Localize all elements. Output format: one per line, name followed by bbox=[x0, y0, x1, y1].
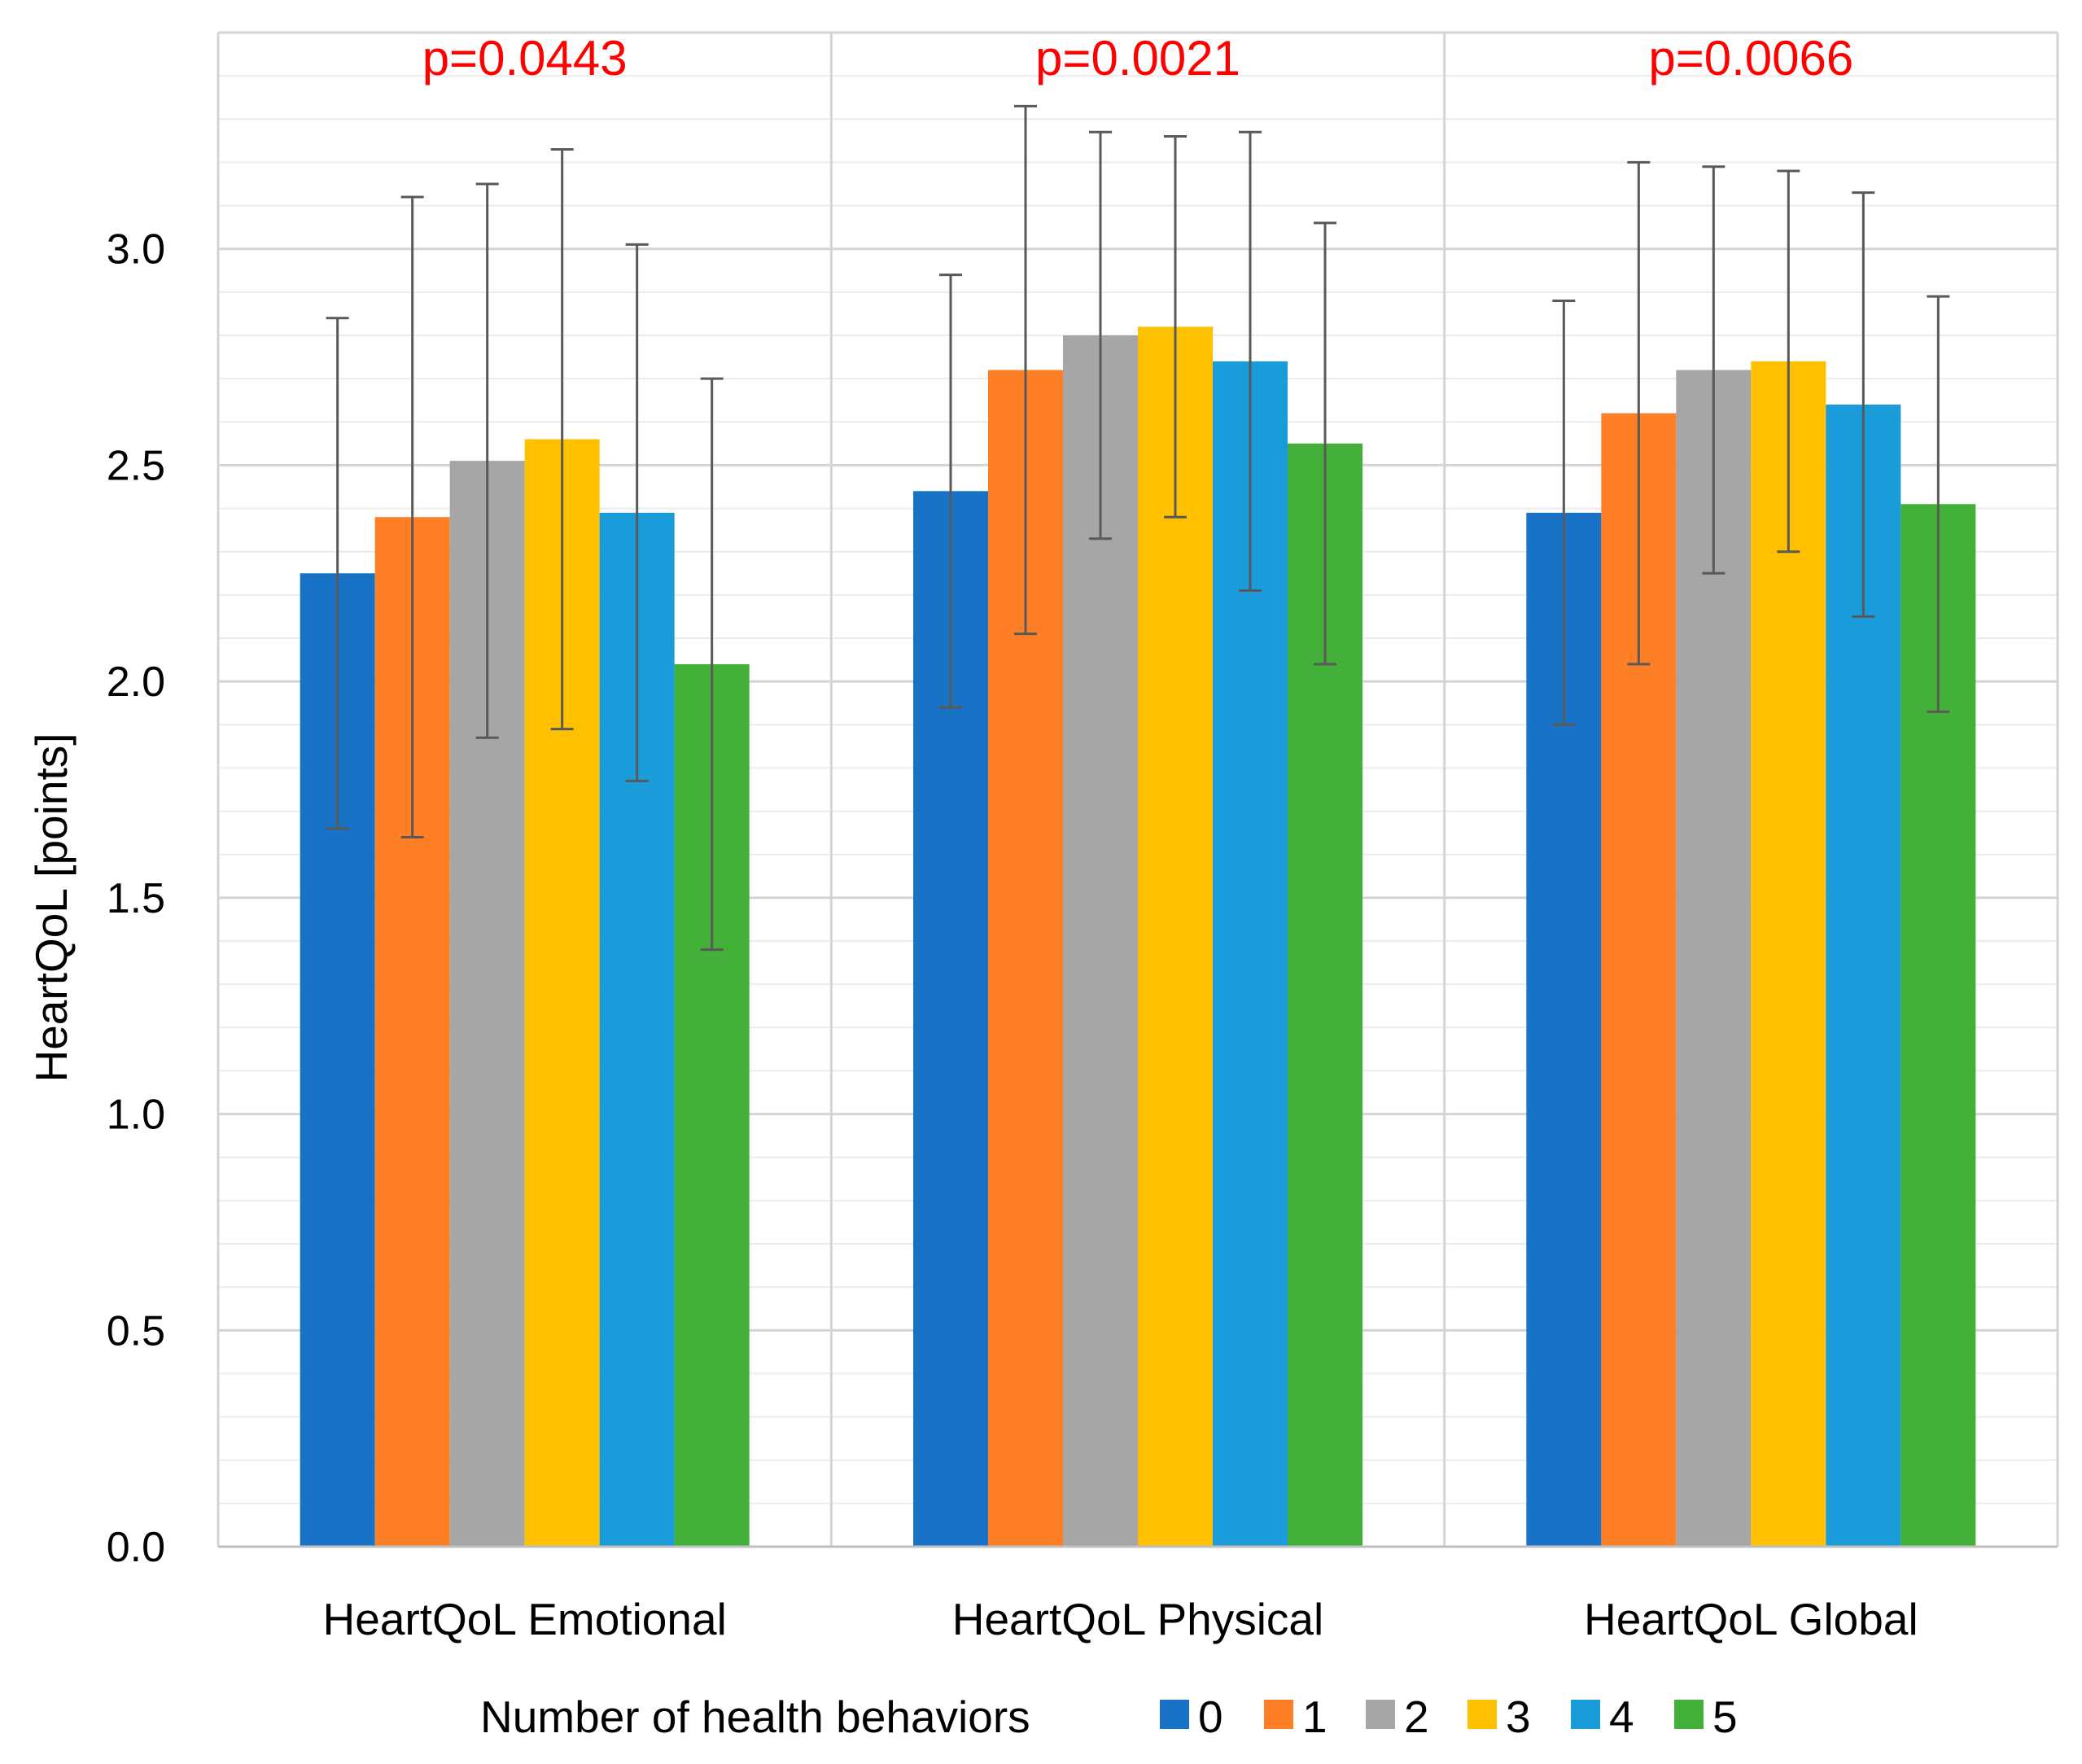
x-category-label: HeartQoL Emotional bbox=[323, 1594, 727, 1644]
p-value-label: p=0.0443 bbox=[422, 31, 628, 85]
category-separators bbox=[829, 33, 1446, 1547]
y-axis-title: HeartQoL [points] bbox=[26, 733, 77, 1082]
y-tick-label: 3.0 bbox=[107, 226, 165, 274]
legend-label-5: 5 bbox=[1712, 1692, 1738, 1742]
legend-label-0: 0 bbox=[1198, 1692, 1223, 1742]
y-tick-label: 1.0 bbox=[107, 1092, 165, 1139]
p-value-label: p=0.0021 bbox=[1035, 31, 1240, 85]
y-axis-ticks: 0.0 0.5 1.0 1.5 2.0 2.5 3.0 bbox=[107, 226, 165, 1571]
bar-3-3 bbox=[1751, 361, 1826, 1547]
x-category-label: HeartQoL Global bbox=[1584, 1594, 1918, 1644]
x-axis-categories: HeartQoL Emotional HeartQoL Physical Heart… bbox=[323, 1594, 1918, 1644]
legend-label-1: 1 bbox=[1302, 1692, 1327, 1742]
legend-swatch-0 bbox=[1160, 1700, 1189, 1729]
legend-title: Number of health behaviors bbox=[480, 1692, 1030, 1742]
y-tick-label: 2.0 bbox=[107, 659, 165, 706]
legend: Number of health behaviors 0 1 2 3 4 5 bbox=[480, 1692, 1738, 1742]
y-tick-label: 2.5 bbox=[107, 442, 165, 489]
legend-label-4: 4 bbox=[1609, 1692, 1634, 1742]
plot-frame bbox=[217, 31, 2059, 1548]
legend-swatch-3 bbox=[1467, 1700, 1497, 1729]
y-tick-label: 0.0 bbox=[107, 1524, 165, 1571]
legend-swatch-1 bbox=[1264, 1700, 1293, 1729]
legend-items: 0 1 2 3 4 5 bbox=[1160, 1692, 1738, 1742]
y-tick-label: 1.5 bbox=[107, 875, 165, 922]
legend-swatch-4 bbox=[1571, 1700, 1600, 1729]
x-category-label: HeartQoL Physical bbox=[952, 1594, 1324, 1644]
bar-3-2 bbox=[1138, 326, 1213, 1547]
error-bars bbox=[326, 104, 1950, 952]
legend-label-2: 2 bbox=[1404, 1692, 1429, 1742]
legend-swatch-5 bbox=[1674, 1700, 1704, 1729]
y-tick-label: 0.5 bbox=[107, 1307, 165, 1355]
legend-swatch-2 bbox=[1366, 1700, 1395, 1729]
bars bbox=[300, 326, 1976, 1547]
legend-label-3: 3 bbox=[1506, 1692, 1531, 1742]
p-value-label: p=0.0066 bbox=[1648, 31, 1853, 85]
p-value-annotations: p=0.0443 p=0.0021 p=0.0066 bbox=[422, 31, 1854, 85]
